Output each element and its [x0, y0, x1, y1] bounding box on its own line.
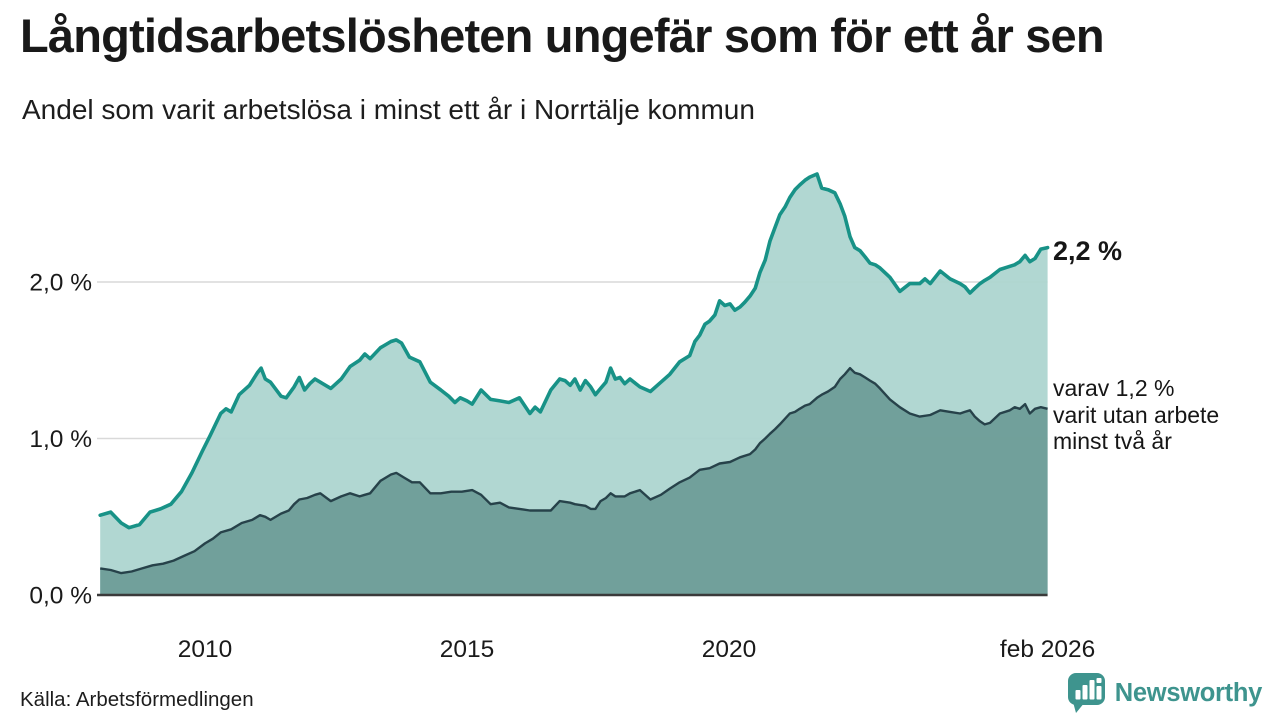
- x-tick-label: 2010: [178, 636, 233, 663]
- x-tick-label: feb 2026: [1000, 636, 1095, 663]
- x-tick-label: 2020: [702, 636, 757, 663]
- source-credit: Källa: Arbetsförmedlingen: [20, 688, 254, 711]
- y-tick-label: 1,0 %: [29, 426, 92, 453]
- end-value-label-total: 2,2 %: [1053, 236, 1123, 266]
- line-two-years: [100, 366, 1048, 575]
- annotation-line: varav 1,2 %: [1053, 375, 1175, 401]
- line-total-one-year: [98, 172, 1050, 530]
- area-two-years: [100, 368, 1048, 594]
- annotation-line: minst två år: [1053, 428, 1172, 454]
- page-title: Långtidsarbetslösheten ungefär som för e…: [20, 9, 1105, 62]
- end-value-label-two-years: varav 1,2 % varit utan arbete minst två …: [1053, 375, 1219, 455]
- newsworthy-logo-icon: [1067, 673, 1105, 713]
- y-tick-label: 2,0 %: [29, 270, 92, 297]
- newsworthy-brand: Newsworthy: [1067, 672, 1262, 714]
- x-tick-label: 2015: [440, 636, 495, 663]
- annotation-line: varit utan arbete: [1053, 401, 1220, 428]
- brand-name: Newsworthy: [1114, 678, 1263, 707]
- page-subtitle: Andel som varit arbetslösa i minst ett å…: [22, 94, 755, 125]
- y-tick-label: 0,0 %: [29, 583, 92, 610]
